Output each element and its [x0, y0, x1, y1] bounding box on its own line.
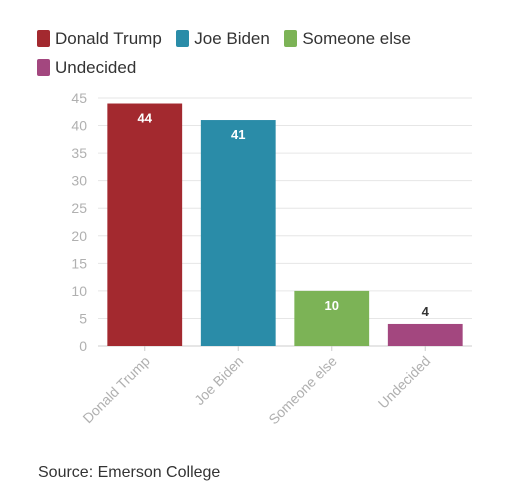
bar-chart: 0 5 10 15 20 25 30 35 40 45 44 Donald Trump 41 Joe Bi… [71, 90, 472, 428]
legend-label: Someone else [302, 29, 411, 48]
legend-label: Joe Biden [194, 29, 270, 48]
y-tick-label: 5 [79, 310, 87, 326]
legend-swatch [37, 59, 50, 76]
y-tick-label: 40 [71, 118, 87, 134]
x-tick-label: Joe Biden [191, 353, 246, 408]
data-label: 10 [325, 298, 339, 313]
legend-item-undecided[interactable]: Undecided [37, 55, 136, 80]
legend-item-joe-biden[interactable]: Joe Biden [176, 26, 270, 51]
y-tick-label: 0 [79, 338, 87, 354]
chart-legend: Donald Trump Joe Biden Someone else Unde… [37, 26, 477, 84]
legend-swatch [176, 30, 190, 47]
data-label: 4 [422, 304, 430, 319]
source-note: Source: Emerson College [38, 464, 221, 481]
bar[interactable] [200, 120, 276, 347]
bar[interactable] [387, 323, 463, 346]
y-tick-label: 30 [71, 173, 87, 189]
bar[interactable] [107, 103, 183, 346]
x-tick-label: Someone else [265, 353, 340, 428]
legend-swatch [284, 30, 298, 47]
y-tick-label: 20 [71, 228, 87, 244]
y-tick-label: 45 [71, 90, 87, 106]
y-tick-label: 10 [71, 283, 87, 299]
y-tick-label: 35 [71, 145, 87, 161]
data-label: 44 [138, 111, 153, 126]
x-tick-label: Donald Trump [79, 353, 153, 427]
data-label: 41 [231, 127, 245, 142]
legend-item-donald-trump[interactable]: Donald Trump [37, 26, 162, 51]
legend-item-someone-else[interactable]: Someone else [284, 26, 411, 51]
legend-label: Undecided [55, 58, 137, 77]
legend-swatch [37, 30, 50, 47]
y-tick-label: 25 [71, 200, 87, 216]
legend-label: Donald Trump [55, 29, 162, 48]
x-tick-label: Undecided [375, 353, 434, 412]
bar[interactable] [294, 290, 370, 346]
y-tick-label: 15 [71, 255, 87, 271]
